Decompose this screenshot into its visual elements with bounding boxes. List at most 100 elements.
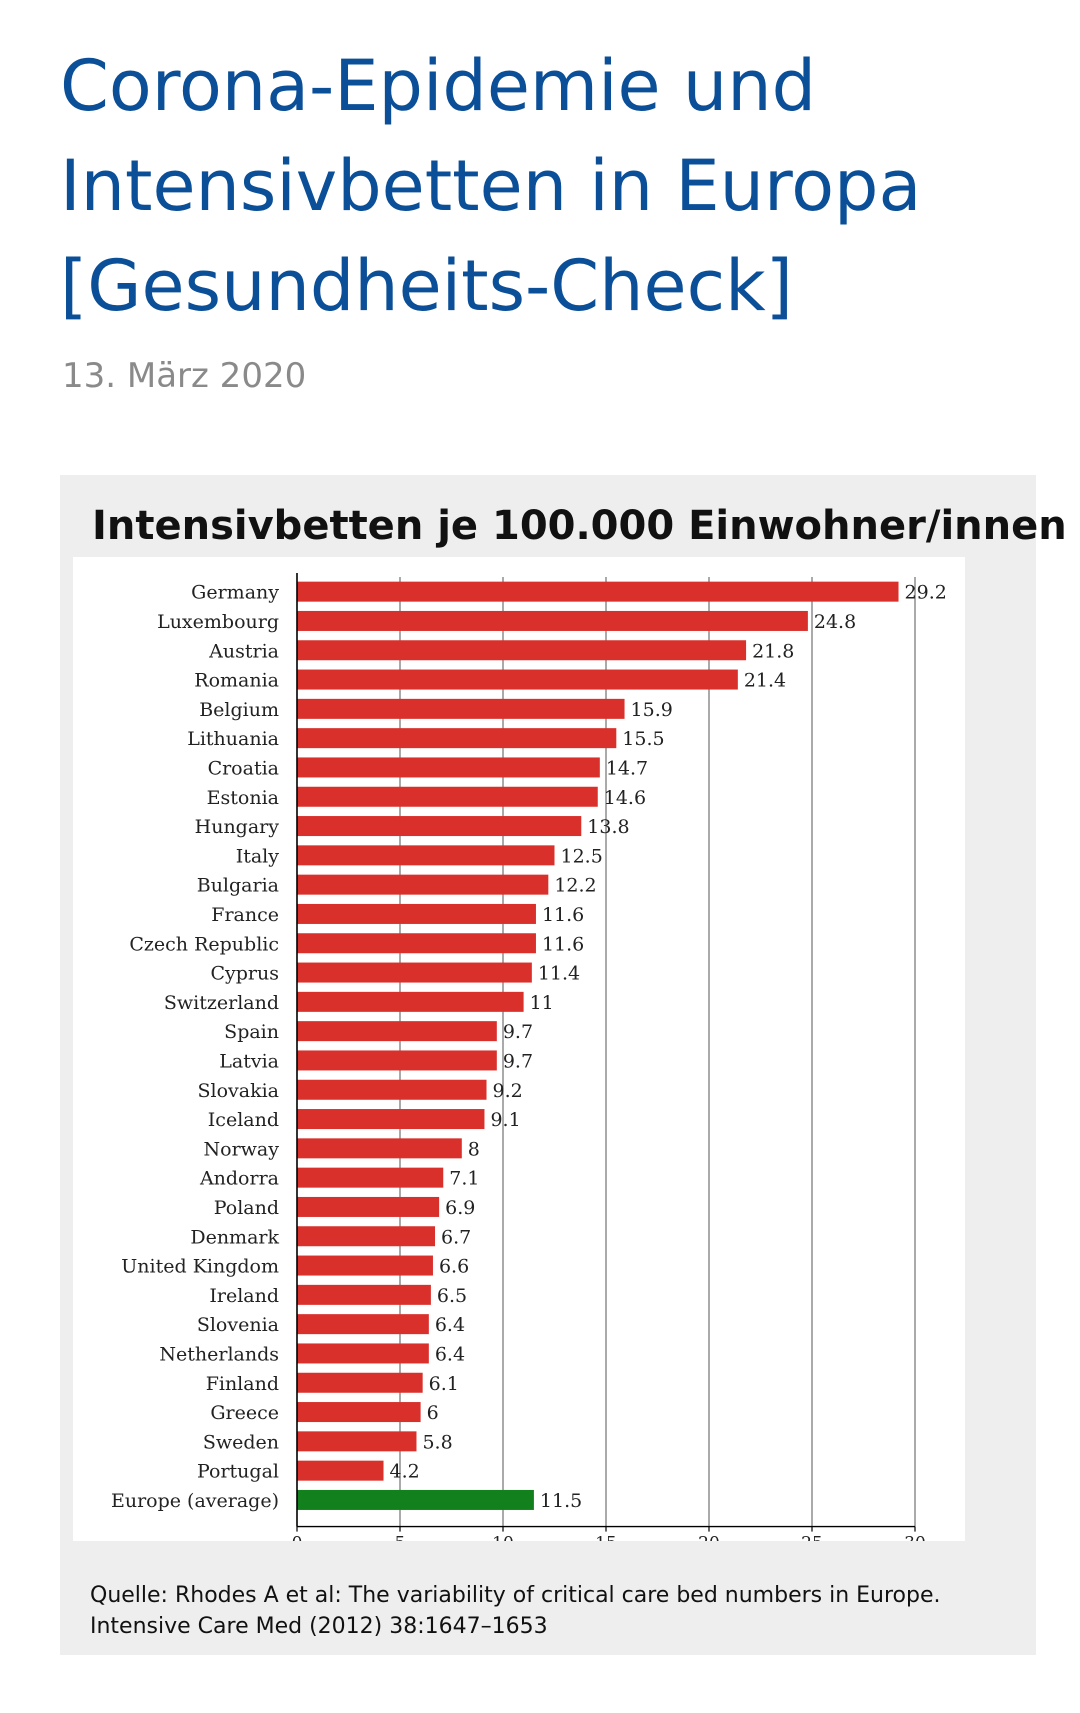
bar (297, 1372, 423, 1393)
category-label: Switzerland (164, 992, 279, 1014)
article-title-line: [Gesundheits-Check] (60, 245, 793, 327)
category-label: Belgium (199, 699, 279, 721)
category-label: Latvia (219, 1050, 279, 1072)
bar (297, 1460, 384, 1481)
bar (297, 1284, 431, 1305)
value-label: 21.8 (752, 640, 794, 662)
article-date: 13. März 2020 (62, 356, 307, 396)
bar (297, 1109, 485, 1130)
bar (297, 962, 532, 983)
category-label: Luxembourg (157, 611, 279, 633)
value-label: 21.4 (744, 670, 786, 692)
bar (297, 933, 536, 954)
bar (297, 1079, 487, 1100)
value-label: 15.9 (631, 699, 673, 721)
category-label: Romania (194, 670, 279, 692)
bar (297, 1402, 421, 1423)
value-label: 24.8 (814, 611, 856, 633)
bar (297, 698, 625, 719)
bar (297, 610, 808, 631)
value-label: 6.5 (437, 1285, 467, 1307)
bar (297, 1021, 497, 1042)
value-label: 6.7 (441, 1226, 471, 1248)
value-label: 14.7 (606, 757, 648, 779)
x-tick-label: 5 (395, 1534, 406, 1541)
bar (297, 1138, 462, 1159)
category-label: Iceland (208, 1109, 279, 1131)
category-label: Lithuania (187, 728, 279, 750)
bar (297, 640, 747, 661)
category-label: Denmark (190, 1226, 279, 1248)
chart-figure: Intensivbetten je 100.000 Einwohner/inne… (60, 475, 1067, 1655)
bar (297, 786, 598, 807)
value-label: 4.2 (390, 1461, 420, 1483)
category-label: Estonia (207, 787, 279, 809)
bar (297, 1050, 497, 1071)
value-label: 6.4 (435, 1314, 465, 1336)
chart-source-caption: Quelle: Rhodes A et al: The variability … (90, 1580, 1020, 1642)
category-label: Croatia (208, 757, 279, 779)
bar (297, 1167, 444, 1188)
value-label: 11.4 (538, 963, 580, 985)
bar (297, 1226, 436, 1247)
value-label: 12.5 (561, 845, 603, 867)
bar (297, 816, 582, 837)
x-tick-label: 15 (595, 1534, 617, 1541)
category-label: Norway (204, 1138, 280, 1160)
category-label: Cyprus (210, 963, 279, 985)
bar (297, 757, 600, 778)
bar (297, 903, 536, 924)
article-title: Corona-Epidemie und Intensivbetten in Eu… (60, 36, 1020, 336)
category-label: Austria (208, 640, 279, 662)
category-label: Slovakia (197, 1080, 279, 1102)
bar-average (297, 1489, 534, 1510)
value-label: 29.2 (905, 582, 947, 604)
bar-chart: Germany 29.2 Luxembourg 24.8 Austria 21.8 Roma… (111, 573, 947, 1541)
value-label: 9.2 (493, 1080, 523, 1102)
bar (297, 1431, 417, 1452)
category-label: Slovenia (197, 1314, 279, 1336)
value-label: 11 (530, 992, 554, 1014)
category-label: France (211, 904, 279, 926)
category-label: Finland (206, 1373, 279, 1395)
article-title-line: Corona-Epidemie und (60, 45, 817, 127)
category-label: Spain (224, 1021, 279, 1043)
category-label: Europe (average) (111, 1490, 279, 1512)
bar (297, 1196, 440, 1217)
chart-title: Intensivbetten je 100.000 Einwohner/inne… (92, 503, 1067, 549)
plot-panel: Germany 29.2 Luxembourg 24.8 Austria 21.8 Roma… (73, 557, 965, 1541)
category-label: Netherlands (159, 1343, 279, 1365)
value-label: 6.9 (445, 1197, 475, 1219)
category-label: Andorra (199, 1168, 279, 1190)
bar (297, 991, 524, 1012)
value-label: 14.6 (604, 787, 646, 809)
category-label: Sweden (203, 1431, 279, 1453)
bar (297, 581, 899, 602)
bar (297, 845, 555, 866)
bar (297, 728, 617, 749)
value-label: 7.1 (449, 1168, 479, 1190)
category-label: Bulgaria (197, 875, 279, 897)
value-label: 11.6 (542, 904, 584, 926)
caption-line: Quelle: Rhodes A et al: The variability … (90, 1583, 941, 1608)
category-label: Greece (210, 1402, 279, 1424)
category-label: Portugal (197, 1461, 279, 1483)
value-label: 6.1 (429, 1373, 459, 1395)
value-label: 9.7 (503, 1050, 533, 1072)
x-tick-label: 0 (292, 1534, 303, 1541)
category-label: Germany (191, 582, 279, 604)
value-label: 11.6 (542, 933, 584, 955)
bar (297, 1314, 429, 1335)
category-label: Hungary (195, 816, 280, 838)
bar (297, 669, 738, 690)
bar (297, 1343, 429, 1364)
category-label: Italy (236, 845, 280, 867)
x-tick-label: 25 (801, 1534, 823, 1541)
value-label: 6.4 (435, 1343, 465, 1365)
category-label: Ireland (209, 1285, 279, 1307)
value-label: 13.8 (587, 816, 629, 838)
value-label: 9.7 (503, 1021, 533, 1043)
value-label: 11.5 (540, 1490, 582, 1512)
category-label: Czech Republic (129, 933, 279, 955)
category-label: Poland (214, 1197, 279, 1219)
